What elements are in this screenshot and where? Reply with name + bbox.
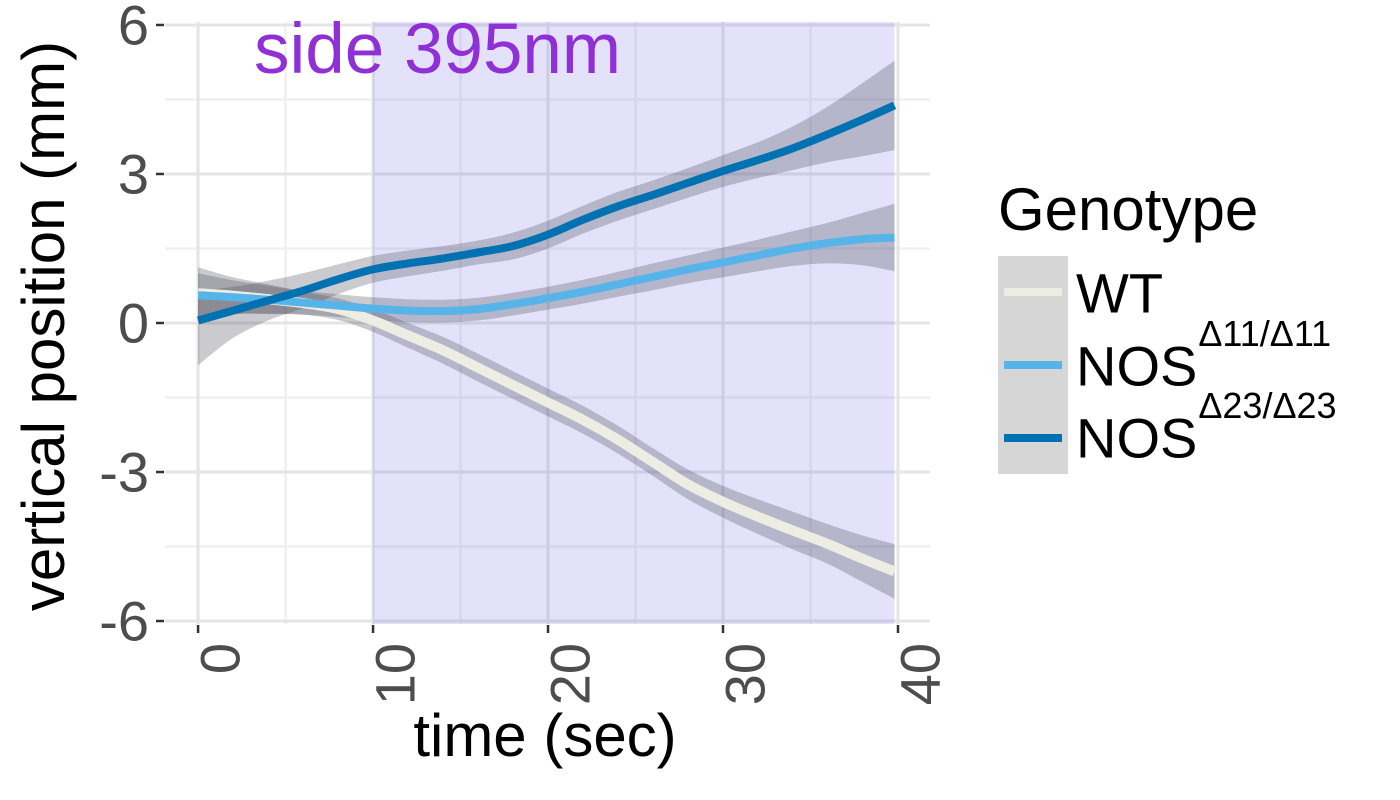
y-tick-label: 6 (118, 0, 149, 56)
plot-annotation: side 395nm (254, 10, 622, 89)
line-nos-d23 (197, 101, 897, 325)
line-nos-d11 (197, 233, 895, 316)
x-axis-title: time (sec) (413, 702, 677, 769)
x-tick-label: 0 (189, 643, 252, 674)
x-tick-label: 40 (888, 643, 951, 705)
legend-title: Genotype (998, 176, 1259, 243)
legend-item-nos-d11: NOSΔ11/Δ11 (998, 312, 1337, 402)
y-tick-label: -3 (99, 441, 149, 504)
y-tick-label: 0 (118, 292, 149, 355)
legend-item-nos-d23: NOSΔ23/Δ23 (998, 385, 1337, 475)
legend-key-ribbon-swatch (998, 401, 1068, 475)
legend-key-line-nos-d11 (1004, 361, 1062, 370)
legend-key-ribbon-swatch (998, 328, 1068, 402)
legend-label-nos-d23: NOSΔ23/Δ23 (1076, 385, 1337, 471)
legend-item-wt: WT (998, 256, 1337, 329)
x-tick-label: 20 (539, 643, 602, 705)
legend-key-ribbon-swatch (998, 256, 1068, 329)
legend-label-nos-d11: NOSΔ11/Δ11 (1076, 312, 1332, 398)
legend: Genotype WT NOSΔ11/Δ11 NOSΔ23/Δ23 (998, 176, 1337, 475)
x-tick-label: 30 (714, 643, 777, 705)
legend-label-wt: WT (1076, 261, 1164, 325)
y-tick-label: -6 (99, 590, 149, 653)
ribbon-wt (198, 267, 895, 599)
y-tick-label: 3 (118, 142, 149, 205)
stimulus-region (373, 22, 895, 624)
legend-key-line-nos-d23 (1004, 433, 1062, 442)
legend-keys: WT NOSΔ11/Δ11 NOSΔ23/Δ23 (998, 256, 1337, 475)
legend-key-line-wt (1004, 288, 1062, 297)
y-axis-title: vertical position (mm) (10, 40, 77, 612)
x-tick-label: 10 (364, 643, 427, 705)
